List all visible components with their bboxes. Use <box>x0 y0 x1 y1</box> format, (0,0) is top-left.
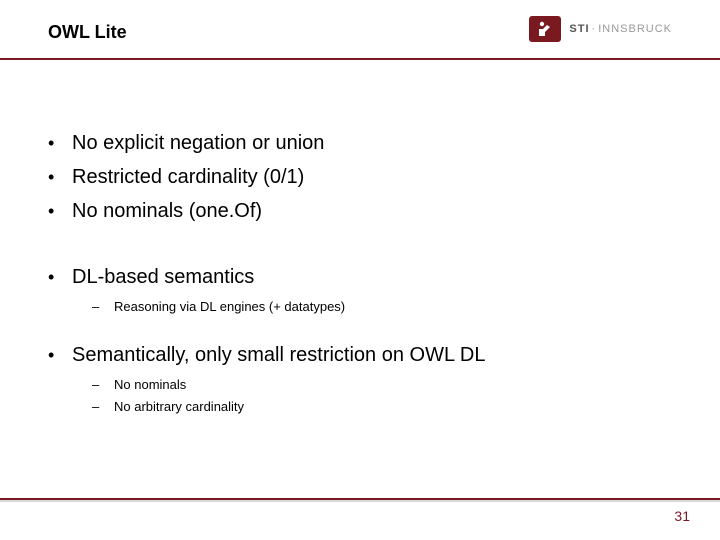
header: OWL Lite STI·INNSBRUCK <box>48 22 672 70</box>
sub-bullet-item: – No nominals <box>92 376 672 394</box>
sub-bullet-item: – No arbitrary cardinality <box>92 398 672 416</box>
content: • No explicit negation or union • Restri… <box>48 130 672 420</box>
sub-bullet-text: Reasoning via DL engines (+ datatypes) <box>114 298 345 316</box>
page-number: 31 <box>674 508 690 524</box>
logo: STI·INNSBRUCK <box>529 16 672 42</box>
bullet-item: • No nominals (one.Of) <box>48 198 672 224</box>
bullet-text: No explicit negation or union <box>72 130 324 156</box>
logo-dot: · <box>590 23 599 35</box>
logo-icon <box>529 16 561 42</box>
logo-sti: STI <box>569 23 589 35</box>
spacer <box>48 320 672 342</box>
footer-divider <box>0 498 720 500</box>
sub-bullet-text: No arbitrary cardinality <box>114 398 244 416</box>
bullet-text: No nominals (one.Of) <box>72 198 262 224</box>
sub-bullet-item: – Reasoning via DL engines (+ datatypes) <box>92 298 672 316</box>
logo-inns: INNSBRUCK <box>598 23 672 35</box>
bullet-text: Restricted cardinality (0/1) <box>72 164 304 190</box>
bullet-item: • Semantically, only small restriction o… <box>48 342 672 368</box>
logo-text: STI·INNSBRUCK <box>569 23 672 35</box>
footer-divider-shadow <box>0 500 720 502</box>
sub-bullet-text: No nominals <box>114 376 186 394</box>
header-divider <box>0 58 720 60</box>
bullet-item: • No explicit negation or union <box>48 130 672 156</box>
spacer <box>48 232 672 264</box>
bullet-text: DL-based semantics <box>72 264 254 290</box>
bullet-item: • DL-based semantics <box>48 264 672 290</box>
bullet-text: Semantically, only small restriction on … <box>72 342 485 368</box>
slide: OWL Lite STI·INNSBRUCK • No explicit neg… <box>0 0 720 540</box>
bullet-item: • Restricted cardinality (0/1) <box>48 164 672 190</box>
